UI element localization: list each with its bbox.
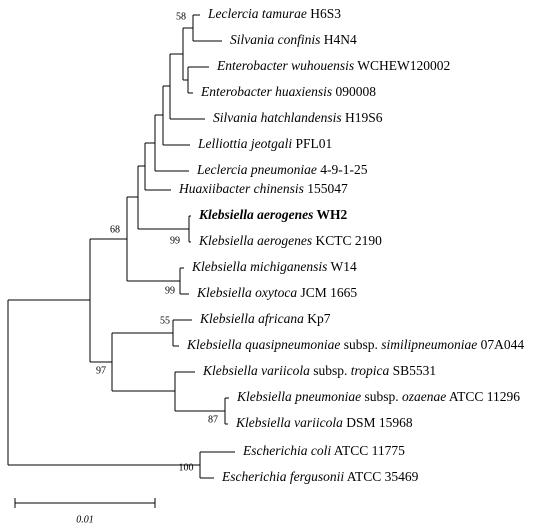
species-name: Silvania confinis [230, 32, 320, 47]
strain: WH2 [317, 207, 348, 222]
strain: ATCC 11775 [334, 443, 405, 458]
species-name: Klebsiella aerogenes [198, 207, 313, 222]
strain: KCTC 2190 [315, 233, 382, 248]
strain: ATCC 35469 [347, 469, 419, 484]
strain: SB5531 [393, 363, 437, 378]
rank: subsp. [344, 337, 378, 352]
taxon-label: Klebsiella aerogenes KCTC 2190 [198, 233, 382, 248]
species-name: Klebsiella pneumoniae [236, 389, 361, 404]
strain: 155047 [307, 181, 348, 196]
species-name: Escherichia coli [242, 443, 331, 458]
taxon-label: Enterobacter huaxiensis 090008 [200, 84, 376, 99]
species-name: Leclercia pneumoniae [196, 162, 317, 177]
strain: 090008 [335, 84, 376, 99]
taxon-label: Klebsiella variicola subsp. tropica SB55… [202, 363, 436, 378]
taxon-label: Klebsiella oxytoca JCM 1665 [196, 285, 357, 300]
species-name: Enterobacter huaxiensis [200, 84, 332, 99]
taxon-label: Klebsiella aerogenes WH2 [198, 207, 348, 222]
bootstrap-value: 99 [165, 285, 175, 296]
species-name: Klebsiella variicola [202, 363, 310, 378]
taxon-label: Escherichia fergusonii ATCC 35469 [221, 469, 419, 484]
bootstrap-value: 99 [170, 235, 180, 246]
species-name: Enterobacter wuhouensis [216, 58, 354, 73]
species-name: Klebsiella quasipneumoniae [186, 337, 340, 352]
species-name: Klebsiella aerogenes [198, 233, 312, 248]
strain: PFL01 [296, 136, 333, 151]
strain: ATCC 11296 [449, 389, 520, 404]
taxon-label: Klebsiella quasipneumoniae subsp. simili… [186, 337, 524, 352]
species-name: Klebsiella oxytoca [196, 285, 297, 300]
strain: DSM 15968 [346, 415, 413, 430]
subspecies-name: similipneumoniae [381, 337, 477, 352]
subspecies-name: ozaenae [402, 389, 446, 404]
species-name: Klebsiella africana [199, 311, 304, 326]
taxon-label: Silvania confinis H4N4 [230, 32, 357, 47]
strain: 4-9-1-25 [320, 162, 367, 177]
taxon-label: Escherichia coli ATCC 11775 [242, 443, 405, 458]
bootstrap-value: 68 [110, 224, 120, 235]
rank: subsp. [364, 389, 398, 404]
strain: WCHEW120002 [357, 58, 450, 73]
bootstrap-value: 55 [160, 315, 170, 326]
strain: 07A044 [481, 337, 525, 352]
species-name: Klebsiella michiganensis [191, 259, 327, 274]
taxon-label: Leclercia pneumoniae 4-9-1-25 [196, 162, 368, 177]
species-name: Klebsiella variicola [235, 415, 343, 430]
taxon-label: Klebsiella michiganensis W14 [191, 259, 357, 274]
species-name: Huaxiibacter chinensis [178, 181, 304, 196]
strain: H4N4 [324, 32, 357, 47]
taxon-label: Lelliottia jeotgali PFL01 [197, 136, 332, 151]
taxon-label: Klebsiella africana Kp7 [199, 311, 331, 326]
bootstrap-value: 97 [96, 365, 106, 376]
taxon-label: Enterobacter wuhouensis WCHEW120002 [216, 58, 450, 73]
species-name: Silvania hatchlandensis [213, 110, 342, 125]
strain: Kp7 [307, 311, 330, 326]
taxon-label: Klebsiella pneumoniae subsp. ozaenae ATC… [236, 389, 520, 404]
strain: H19S6 [345, 110, 383, 125]
subspecies-name: tropica [351, 363, 390, 378]
strain: JCM 1665 [300, 285, 357, 300]
bootstrap-value: 58 [176, 11, 186, 22]
taxon-label: Leclercia tamurae H6S3 [207, 6, 341, 21]
rank: subsp. [313, 363, 347, 378]
taxon-label: Klebsiella variicola DSM 15968 [235, 415, 413, 430]
species-name: Leclercia tamurae [207, 6, 307, 21]
taxon-label: Huaxiibacter chinensis 155047 [178, 181, 348, 196]
species-name: Lelliottia jeotgali [197, 136, 292, 151]
species-name: Escherichia fergusonii [221, 469, 344, 484]
strain: W14 [331, 259, 357, 274]
bootstrap-value: 100 [179, 462, 194, 473]
bootstrap-value: 87 [208, 414, 218, 425]
taxon-label: Silvania hatchlandensis H19S6 [213, 110, 383, 125]
scale-label: 0.01 [76, 514, 94, 525]
strain: H6S3 [310, 6, 341, 21]
